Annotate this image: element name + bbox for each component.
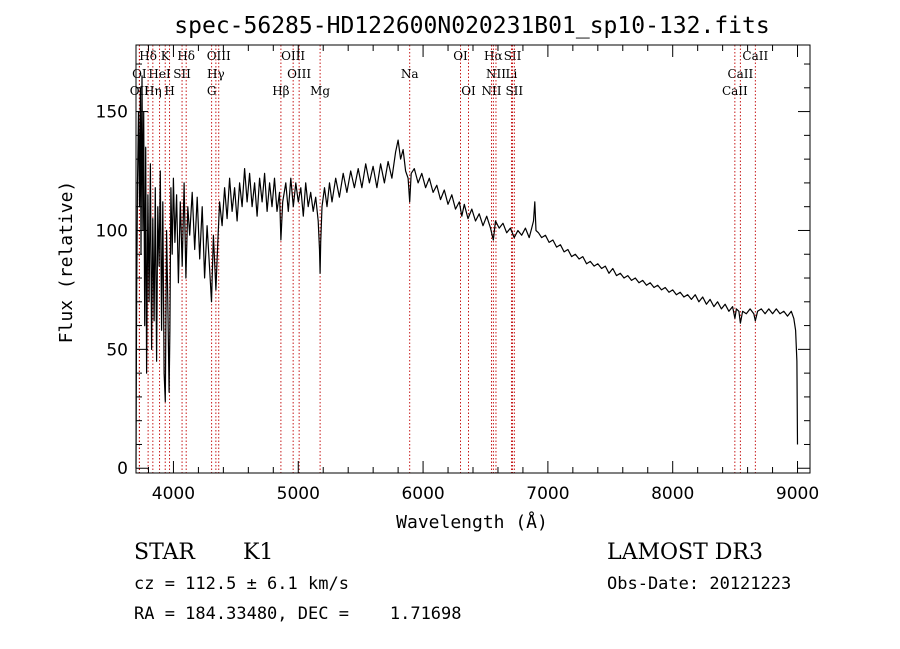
spectral-line-label: OIII <box>287 67 311 81</box>
x-axis-label: Wavelength (Å) <box>396 511 548 533</box>
object-class: STAR <box>134 540 195 565</box>
x-tick-label: 9000 <box>776 484 819 504</box>
y-tick-label: 50 <box>106 340 128 360</box>
spectral-line-label: OI <box>453 49 468 63</box>
spectral-line-label: G <box>207 84 217 98</box>
spectral-line-label: OI <box>461 84 476 98</box>
y-tick-label: 0 <box>117 459 128 479</box>
spectral-line-label: HeI <box>148 67 171 81</box>
plot-frame <box>135 44 811 474</box>
spectral-line-label: Hδ <box>177 49 195 63</box>
spectral-line-label: SII <box>173 67 191 81</box>
y-axis-label: Flux (relative) <box>56 181 77 344</box>
x-tick-label: 6000 <box>401 484 444 504</box>
spectrum-series-line <box>135 75 799 469</box>
coordinates: RA = 184.33480, DEC = 1.71698 <box>134 604 462 624</box>
spectral-line-label: K <box>161 49 171 63</box>
object-subclass: K1 <box>243 540 274 565</box>
spectral-line-label: Mg <box>310 84 330 98</box>
redshift-velocity: cz = 112.5 ± 6.1 km/s <box>134 574 349 594</box>
spectral-line-label: OII <box>130 84 150 98</box>
spectral-line-label: NII <box>486 67 506 81</box>
spectral-line-label: Hη <box>144 84 162 98</box>
spectral-line-label: SII <box>504 49 522 63</box>
chart-title: spec-56285-HD122600N020231B01_sp10-132.f… <box>174 13 769 39</box>
spectral-line-label: NII <box>481 84 501 98</box>
spectral-line-label: H <box>164 84 174 98</box>
x-tick-label: 7000 <box>526 484 569 504</box>
y-tick-label: 100 <box>96 221 128 241</box>
survey-name: LAMOST DR3 <box>607 540 763 565</box>
x-tick-label: 4000 <box>152 484 195 504</box>
observation-date: Obs-Date: 20121223 <box>607 574 792 594</box>
y-tick-label: 150 <box>96 103 128 123</box>
spectral-line-label: Hδ <box>139 49 157 63</box>
x-tick-label: 8000 <box>651 484 694 504</box>
x-tick-label: 5000 <box>277 484 320 504</box>
spectral-line-label: CaII <box>742 49 768 63</box>
spectral-line-label: Hγ <box>207 67 225 81</box>
spectral-line-label: OIII <box>207 49 231 63</box>
spectral-line-label: CaII <box>722 84 748 98</box>
spectral-line-label: OIII <box>281 49 305 63</box>
spectral-line-label: CaII <box>727 67 753 81</box>
spectral-line-label: Li <box>506 67 518 81</box>
spectral-line-label: Hβ <box>272 84 289 98</box>
axis-ticks: 4000 5000 6000 7000 8000 9000 0 50 100 150 <box>96 45 819 504</box>
spectral-line-label: SII <box>505 84 523 98</box>
spectral-line-label: Na <box>401 67 419 81</box>
spectral-line-label: Hα <box>484 49 503 63</box>
